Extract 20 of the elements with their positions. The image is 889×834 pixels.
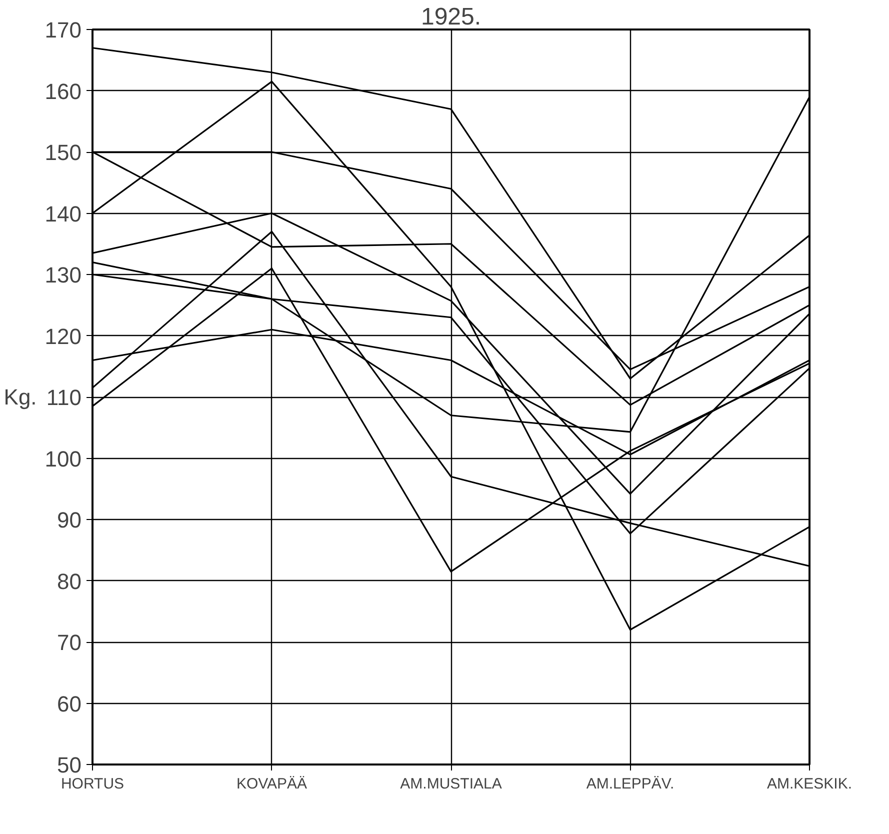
- y-tick-label: 100: [44, 446, 82, 472]
- y-tick-label: 110: [46, 385, 82, 410]
- y-tick-label: 150: [44, 140, 82, 165]
- x-tick-label: AM.LEPPÄV.: [586, 776, 674, 792]
- x-tick-label: HORTUS: [60, 776, 124, 792]
- y-tick-label: 170: [44, 18, 82, 42]
- x-tick-label: KOVAPÄÄ: [236, 776, 308, 792]
- x-tick-label: AM.MUSTIALA: [400, 776, 502, 792]
- y-tick-label: 120: [44, 324, 82, 349]
- y-tick-label: 60: [57, 691, 82, 716]
- y-tick-label: 140: [44, 201, 82, 226]
- y-tick-label: 130: [44, 262, 82, 288]
- y-axis-title: Kg.: [4, 384, 37, 410]
- y-tick-label: 70: [57, 630, 82, 655]
- x-tick-label: AM.KESKIK.: [766, 776, 852, 792]
- chart-title: 1925.: [420, 4, 482, 30]
- y-tick-label: 80: [57, 568, 82, 594]
- y-tick-label: 50: [57, 752, 82, 778]
- y-tick-label: 160: [44, 78, 82, 104]
- y-tick-label: 90: [57, 508, 82, 532]
